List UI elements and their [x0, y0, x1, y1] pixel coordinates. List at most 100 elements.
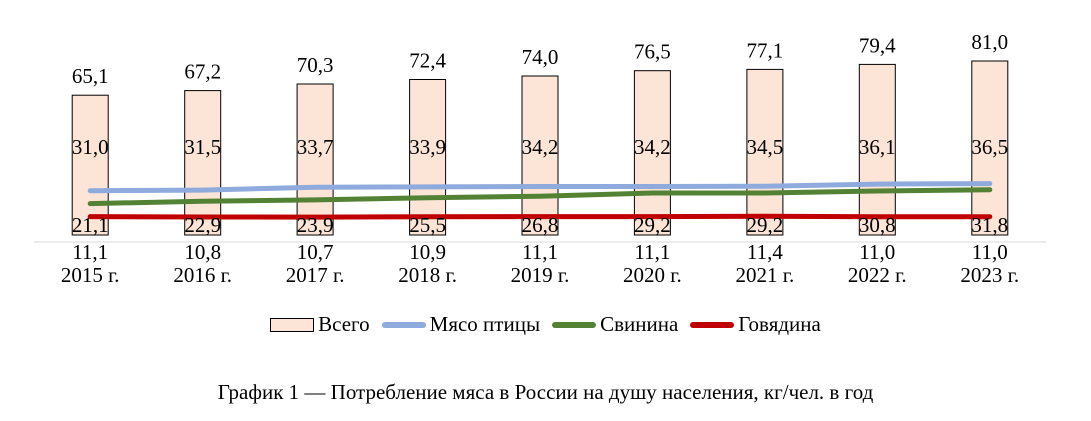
data-label-pork-0: 21,1 [72, 213, 109, 237]
data-label-total-4: 74,0 [522, 45, 559, 69]
point-pork-5 [651, 192, 653, 194]
bar-total-0 [71, 94, 109, 236]
data-label-pork-6: 29,2 [747, 213, 784, 237]
bar-total-7 [858, 63, 896, 236]
data-label-beef-3: 10,9 [409, 240, 446, 264]
legend-label-total: Всего [318, 312, 370, 336]
point-poultry-7 [876, 183, 878, 185]
data-label-pork-7: 30,8 [859, 213, 896, 237]
labels-group: 65,1 67,2 70,3 72,4 74,0 76,5 77,1 79,4 81,0 31,0… [72, 30, 1008, 264]
x-tick-label-8: 2023 г. [960, 263, 1019, 287]
data-label-pork-5: 29,2 [634, 213, 671, 237]
point-pork-6 [764, 192, 766, 194]
legend-item-pork: Свинина [552, 312, 678, 337]
bar-total-8 [971, 60, 1009, 236]
point-poultry-3 [427, 186, 429, 188]
x-tick-labels: 2015 г. 2016 г. 2017 г. 2018 г. 2019 г. 2020 … [61, 263, 1019, 287]
point-beef-7 [876, 216, 878, 218]
legend-label-poultry: Мясо птицы [429, 312, 541, 336]
legend-swatch-pork [552, 321, 597, 328]
point-poultry-2 [314, 186, 316, 188]
data-label-pork-2: 23,9 [297, 213, 334, 237]
data-label-poultry-2: 33,7 [297, 135, 334, 159]
data-label-beef-0: 11,1 [72, 240, 108, 264]
x-tick-label-6: 2021 г. [736, 263, 795, 287]
data-label-beef-1: 10,8 [184, 240, 221, 264]
bar-total-1 [184, 90, 222, 236]
x-tick-label-5: 2020 г. [623, 263, 682, 287]
x-tick-label-1: 2016 г. [173, 263, 232, 287]
point-beef-0 [89, 216, 91, 218]
data-label-beef-2: 10,7 [297, 240, 334, 264]
bar-total-5 [633, 70, 671, 236]
point-pork-0 [89, 203, 91, 205]
point-beef-5 [651, 216, 653, 218]
legend-item-total: Всего [270, 312, 370, 337]
data-label-poultry-5: 34,2 [634, 135, 671, 159]
data-label-beef-6: 11,4 [747, 240, 783, 264]
point-beef-6 [764, 215, 766, 217]
data-label-poultry-1: 31,5 [184, 135, 221, 159]
point-poultry-5 [651, 186, 653, 187]
data-label-poultry-7: 36,1 [859, 135, 896, 159]
data-label-total-1: 67,2 [184, 60, 221, 84]
x-tick-label-3: 2018 г. [398, 263, 457, 287]
legend-item-poultry: Мясо птицы [381, 312, 541, 337]
legend-item-beef: Говядина [690, 312, 821, 337]
x-tick-label-0: 2015 г. [61, 263, 120, 287]
point-pork-2 [314, 199, 316, 201]
point-poultry-6 [764, 185, 766, 187]
bar-total-2 [296, 83, 334, 236]
data-label-total-0: 65,1 [72, 64, 109, 88]
data-label-beef-8: 11,0 [972, 240, 1008, 264]
data-label-total-5: 76,5 [634, 40, 671, 64]
data-label-beef-7: 11,0 [859, 240, 895, 264]
x-tick-label-7: 2022 г. [848, 263, 907, 287]
data-label-poultry-4: 34,2 [522, 135, 559, 159]
chart-area: 65,1 67,2 70,3 72,4 74,0 76,5 77,1 79,4 81,0 31,0… [34, 30, 1046, 287]
x-tick-label-2: 2017 г. [286, 263, 345, 287]
data-label-poultry-8: 36,5 [971, 135, 1008, 159]
chart-caption: График 1 — Потребление мяса в России на … [217, 380, 874, 404]
point-pork-3 [427, 197, 429, 199]
point-pork-8 [989, 189, 991, 191]
point-beef-1 [202, 216, 204, 218]
lines-group [87, 181, 993, 220]
bar-total-3 [409, 79, 447, 236]
data-label-total-8: 81,0 [971, 30, 1008, 54]
data-label-pork-3: 25,5 [409, 213, 446, 237]
data-label-beef-4: 11,1 [522, 240, 558, 264]
point-pork-7 [876, 190, 878, 192]
legend-label-beef: Говядина [738, 312, 821, 336]
point-beef-2 [314, 216, 316, 218]
point-poultry-0 [89, 190, 91, 192]
legend-swatch-poultry [381, 321, 426, 328]
bars-group [71, 60, 1009, 236]
data-label-pork-4: 26,8 [522, 213, 559, 237]
data-label-total-6: 77,1 [747, 38, 784, 62]
point-beef-4 [539, 216, 541, 218]
data-label-pork-1: 22,9 [184, 213, 221, 237]
data-label-total-7: 79,4 [859, 33, 896, 57]
legend-swatch-beef [690, 321, 735, 328]
legend-swatch-total [270, 317, 315, 332]
data-label-beef-5: 11,1 [634, 240, 670, 264]
data-label-poultry-3: 33,9 [409, 135, 446, 159]
legend-label-pork: Свинина [600, 312, 679, 336]
data-label-total-2: 70,3 [297, 53, 334, 77]
point-beef-8 [989, 216, 991, 218]
bar-total-6 [746, 68, 784, 236]
x-tick-label-4: 2019 г. [511, 263, 570, 287]
bar-total-4 [521, 75, 559, 236]
point-beef-3 [427, 216, 429, 218]
data-label-total-3: 72,4 [409, 49, 446, 73]
data-label-pork-8: 31,8 [971, 213, 1008, 237]
point-poultry-4 [539, 186, 541, 187]
point-poultry-8 [989, 183, 991, 185]
legend: Всего Мясо птицы Свинина Говядина [0, 312, 1091, 337]
point-pork-4 [539, 195, 541, 197]
point-poultry-1 [202, 189, 204, 191]
point-pork-1 [202, 200, 204, 202]
data-label-poultry-0: 31,0 [72, 135, 109, 159]
data-label-poultry-6: 34,5 [747, 135, 784, 159]
